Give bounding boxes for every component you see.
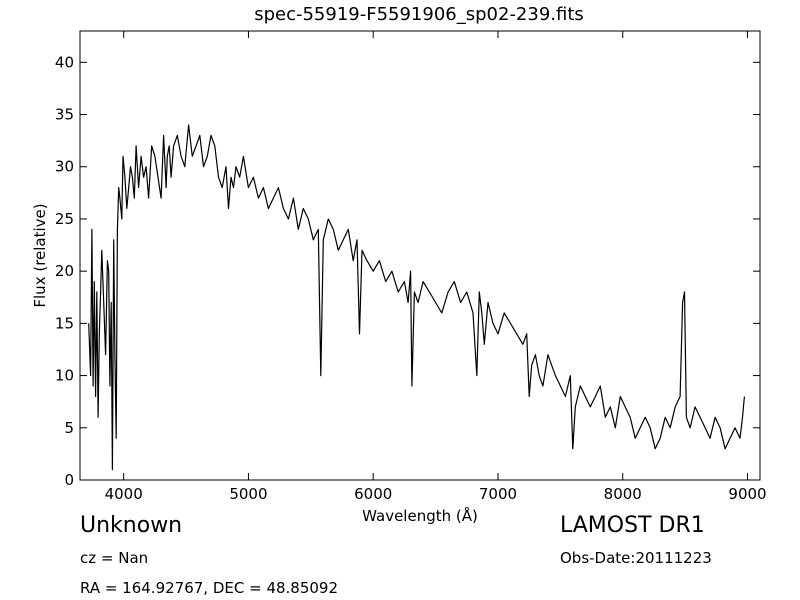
x-axis-label: Wavelength (Å): [362, 506, 478, 525]
x-tick-label: 6000: [354, 485, 392, 503]
object-class-label: Unknown: [80, 513, 183, 538]
x-tick-label: 8000: [604, 485, 642, 503]
redshift-label: cz = Nan: [80, 549, 149, 567]
obs-date-label: Obs-Date:20111223: [560, 549, 712, 567]
x-tick-label: 4000: [105, 485, 143, 503]
x-tick-label: 7000: [479, 485, 517, 503]
y-tick-label: 0: [64, 471, 74, 489]
y-tick-label: 20: [55, 262, 74, 280]
y-tick-label: 15: [55, 314, 74, 332]
y-tick-label: 10: [55, 367, 74, 385]
plot-frame: [79, 30, 761, 481]
chart-title: spec-55919-F5591906_sp02-239.fits: [254, 4, 584, 25]
y-tick-label: 25: [55, 210, 74, 228]
survey-label: LAMOST DR1: [560, 513, 705, 538]
coordinates-label: RA = 164.92767, DEC = 48.85092: [80, 579, 339, 597]
y-tick-label: 35: [55, 106, 74, 124]
x-tick-label: 5000: [229, 485, 267, 503]
y-tick-label: 5: [64, 419, 74, 437]
spectrum-line: [88, 124, 745, 471]
y-tick-label: 40: [55, 53, 74, 71]
y-axis-label: Flux (relative): [31, 203, 49, 307]
y-tick-label: 30: [55, 158, 74, 176]
x-tick-label: 9000: [728, 485, 766, 503]
